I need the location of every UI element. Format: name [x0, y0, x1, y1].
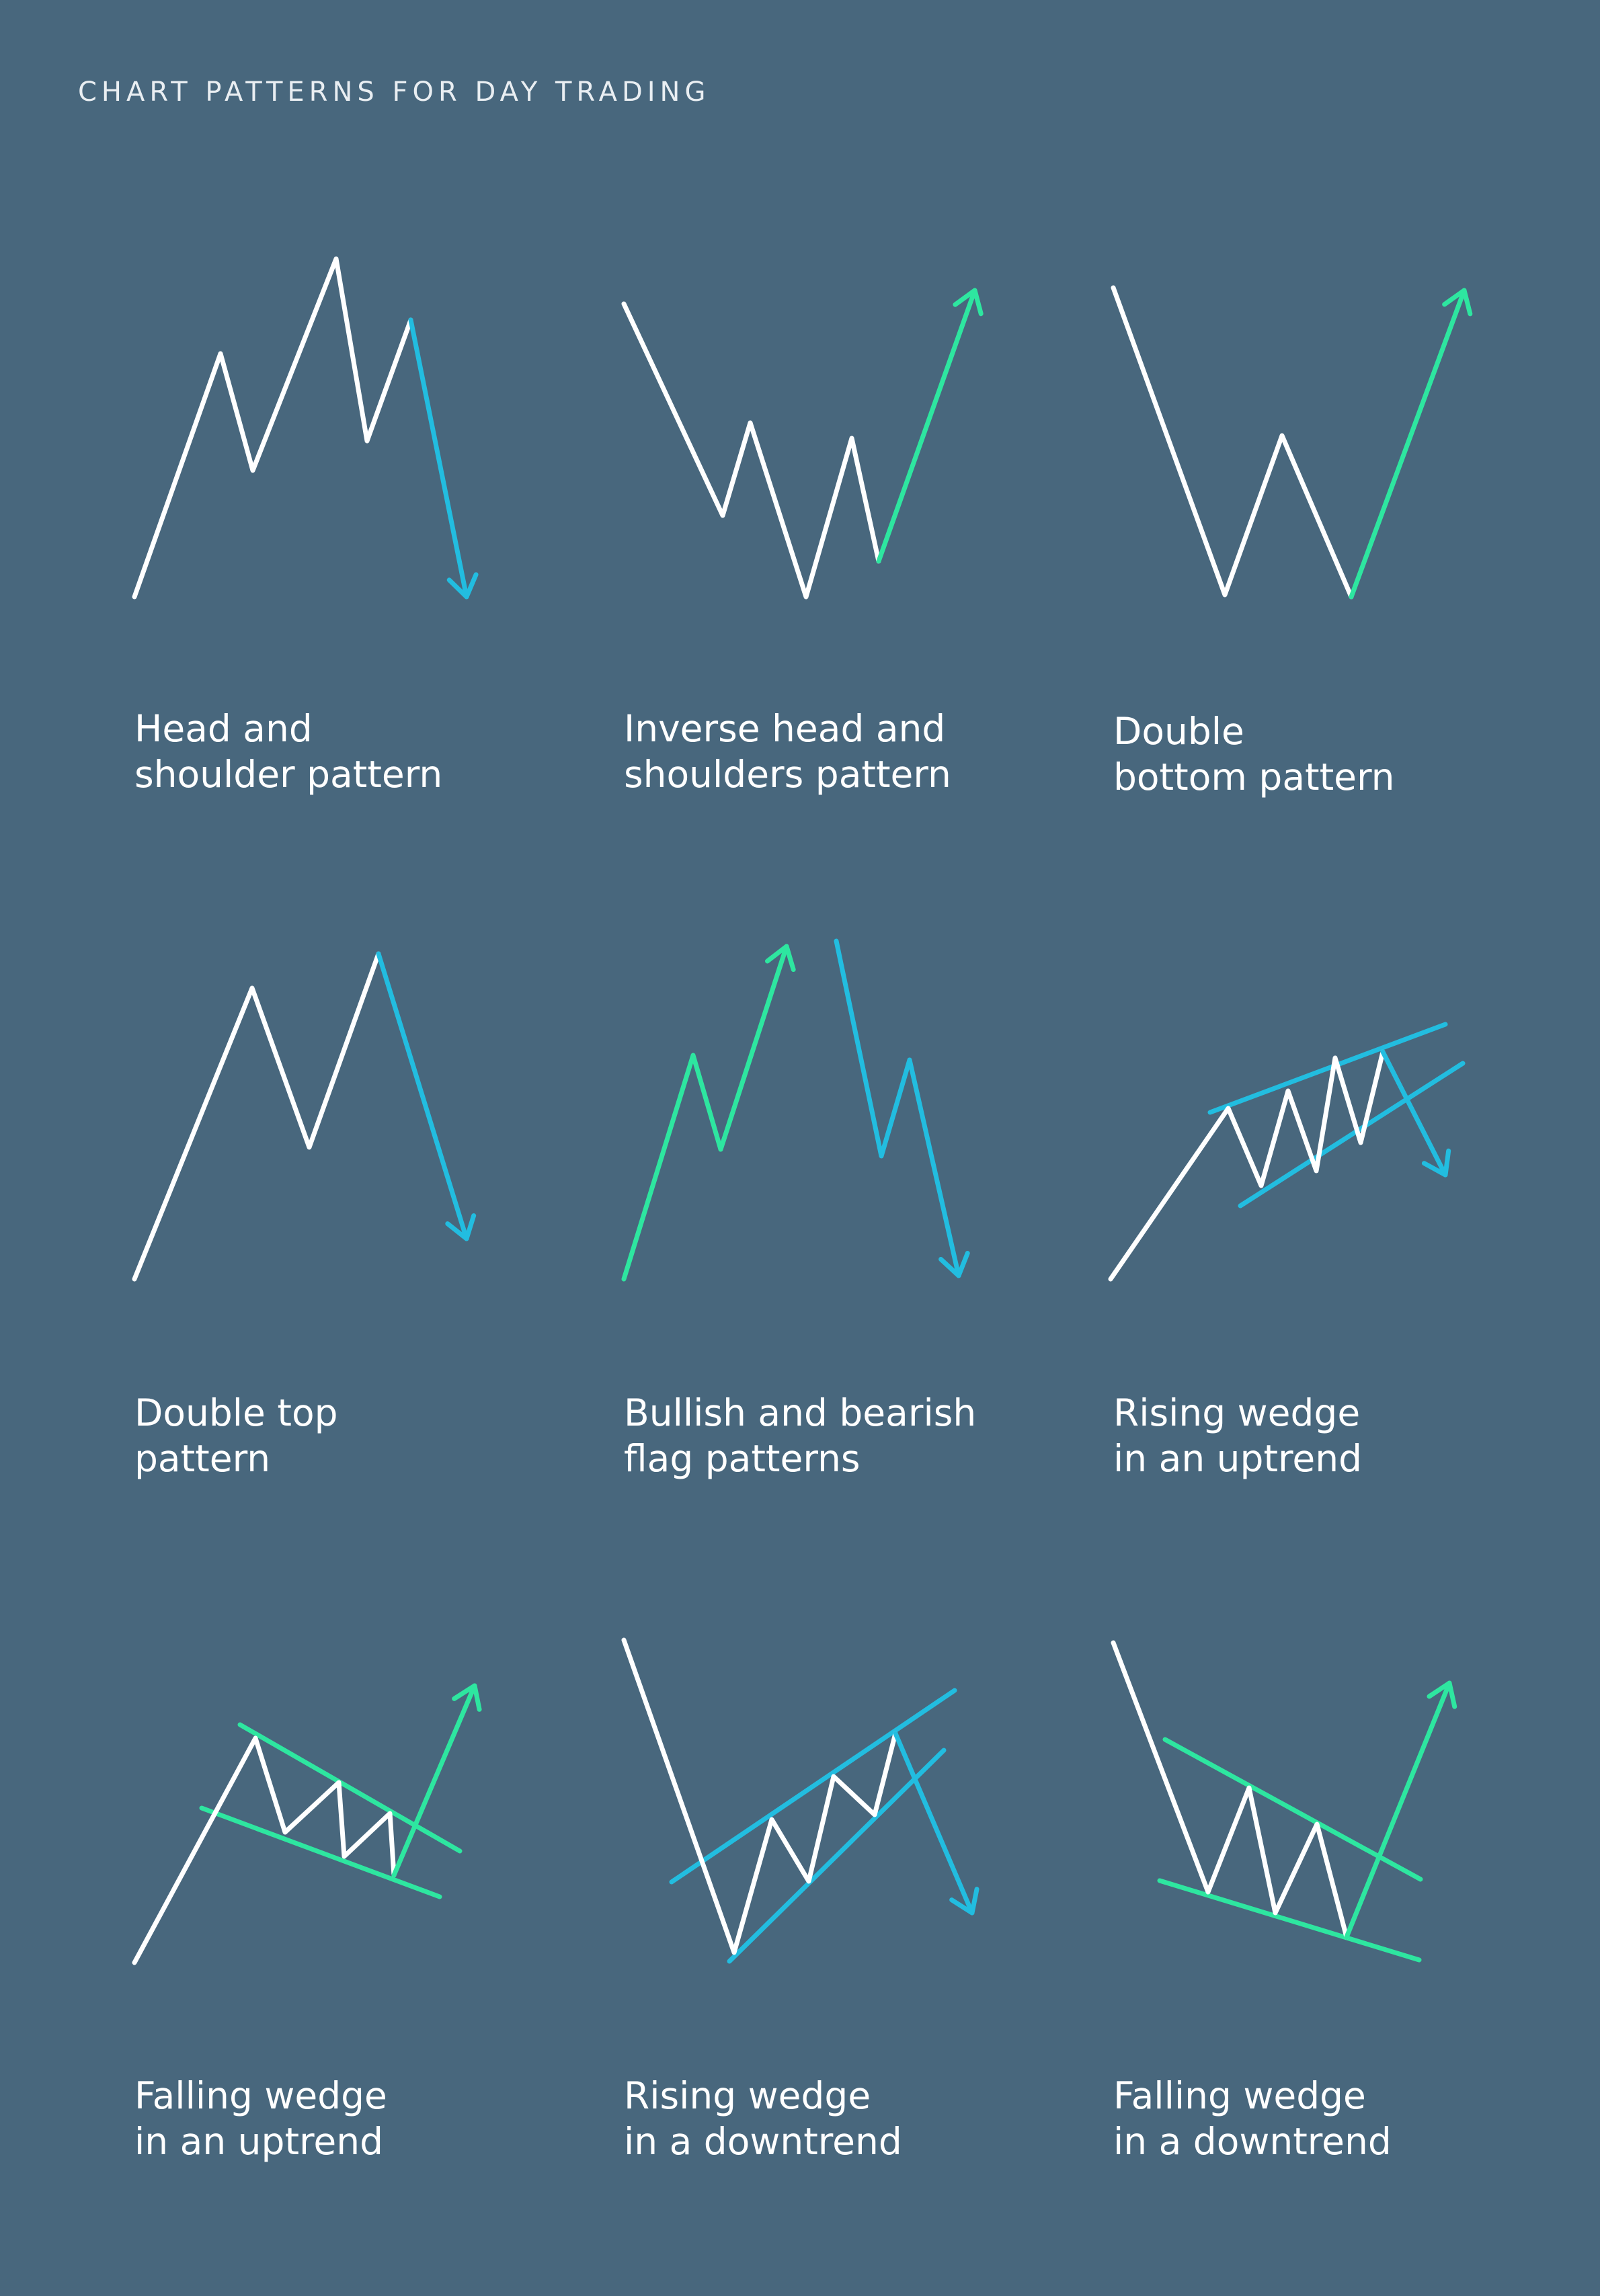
- price-line: [132, 951, 381, 1282]
- bullish-bearish-flag-pattern: [621, 938, 970, 1282]
- caption-line: Rising wedge: [1113, 1391, 1361, 1434]
- caption-falling-wedge-uptrend: Falling wedge in an uptrend: [134, 2073, 387, 2164]
- support-line: [1238, 1061, 1466, 1208]
- caption-line: Head and: [134, 707, 313, 750]
- rising-wedge-uptrend-pattern: [1108, 1022, 1466, 1282]
- page-title: CHART PATTERNS FOR DAY TRADING: [78, 77, 711, 108]
- price-line: [132, 1735, 397, 1965]
- breakout-line: [1344, 1680, 1452, 1940]
- breakdown-line: [893, 1731, 975, 1916]
- caption-line: in an uptrend: [134, 2120, 384, 2163]
- bullish-flag-line: [621, 1053, 723, 1282]
- breakout-arrowhead: [452, 1683, 482, 1712]
- breakout-arrowhead: [1427, 1680, 1457, 1709]
- resistance-line: [1162, 1737, 1423, 1882]
- caption-line: flag patterns: [624, 1437, 861, 1480]
- price-line: [1108, 1049, 1386, 1282]
- breakout-line: [876, 288, 977, 564]
- bearish-flag-line: [834, 938, 912, 1159]
- resistance-line: [237, 1722, 463, 1854]
- head-and-shoulder-pattern: [132, 256, 479, 600]
- breakdown-line: [1380, 1049, 1448, 1178]
- caption-line: in a downtrend: [624, 2120, 902, 2163]
- falling-wedge-downtrend-pattern: [1111, 1640, 1457, 1963]
- price-line: [132, 256, 413, 600]
- support-line: [1157, 1878, 1422, 1963]
- price-line: [1111, 285, 1354, 600]
- breakdown-arrowhead: [446, 572, 479, 600]
- caption-line: Falling wedge: [1113, 2074, 1366, 2117]
- price-line: [621, 301, 881, 600]
- caption-head-and-shoulder: Head and shoulder pattern: [134, 706, 442, 797]
- falling-wedge-uptrend-pattern: [132, 1683, 482, 1965]
- price-line: [1111, 1640, 1349, 1940]
- caption-line: pattern: [134, 1437, 271, 1480]
- price-line: [621, 1637, 898, 1955]
- breakdown-arrowhead: [949, 1887, 979, 1916]
- breakout-line: [1349, 288, 1467, 600]
- resistance-line: [1207, 1022, 1448, 1115]
- double-bottom-pattern: [1111, 285, 1473, 600]
- rising-wedge-downtrend-pattern: [621, 1637, 979, 1964]
- caption-line: bottom pattern: [1113, 755, 1395, 798]
- double-top-pattern: [132, 951, 477, 1282]
- resistance-line: [669, 1688, 957, 1885]
- bearish-breakdown-arrowhead: [938, 1251, 970, 1278]
- breakout-arrowhead: [1442, 288, 1473, 317]
- caption-rising-wedge-uptrend: Rising wedge in an uptrend: [1113, 1390, 1362, 1481]
- breakdown-arrowhead: [445, 1213, 477, 1241]
- caption-double-bottom: Double bottom pattern: [1113, 708, 1395, 800]
- caption-line: in an uptrend: [1113, 1437, 1363, 1480]
- caption-line: in a downtrend: [1113, 2120, 1392, 2163]
- caption-falling-wedge-downtrend: Falling wedge in a downtrend: [1113, 2073, 1392, 2164]
- support-line: [727, 1748, 947, 1964]
- bullish-breakout-line: [718, 944, 789, 1152]
- breakdown-arrowhead: [1421, 1148, 1451, 1178]
- caption-rising-wedge-downtrend: Rising wedge in a downtrend: [624, 2073, 902, 2164]
- caption-double-top: Double top pattern: [134, 1390, 338, 1481]
- caption-line: Bullish and bearish: [624, 1391, 977, 1434]
- breakout-arrowhead: [953, 288, 984, 317]
- caption-inverse-head-and-shoulders: Inverse head and shoulders pattern: [624, 706, 951, 797]
- inverse-head-and-shoulders-pattern: [621, 288, 984, 600]
- caption-line: Double: [1113, 710, 1244, 753]
- caption-line: Rising wedge: [624, 2074, 871, 2117]
- caption-line: shoulders pattern: [624, 753, 951, 796]
- caption-line: Inverse head and: [624, 707, 946, 750]
- caption-line: shoulder pattern: [134, 753, 443, 796]
- breakout-line: [391, 1683, 477, 1878]
- support-line: [199, 1805, 442, 1899]
- bullish-breakout-arrowhead: [764, 944, 796, 973]
- caption-bullish-bearish-flag: Bullish and bearish flag patterns: [624, 1390, 976, 1481]
- caption-line: Falling wedge: [134, 2074, 387, 2117]
- caption-line: Double top: [134, 1391, 338, 1434]
- breakdown-line: [376, 951, 469, 1241]
- bearish-breakdown-line: [907, 1057, 961, 1278]
- breakdown-line: [408, 317, 469, 600]
